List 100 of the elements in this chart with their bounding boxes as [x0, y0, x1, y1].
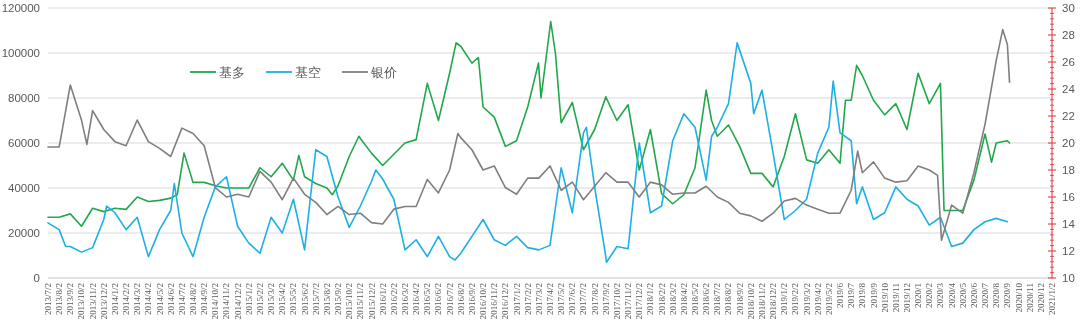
x-tick-label: 2014/2/2 — [121, 283, 132, 316]
x-tick-label: 2013/11/2 — [87, 283, 98, 320]
x-tick-label: 2017/10/2 — [611, 283, 622, 320]
x-tick-label: 2018/10/2 — [745, 283, 756, 320]
x-tick-label: 2017/12/2 — [634, 283, 645, 320]
x-tick-label: 2016/4/2 — [411, 283, 422, 316]
y-tick-label: 100000 — [1, 47, 40, 59]
y2-tick-label: 20 — [1062, 137, 1075, 149]
y2-tick-label: 28 — [1062, 29, 1075, 41]
x-tick-label: 2014/11/2 — [221, 283, 232, 320]
y-tick-label: 20000 — [8, 227, 40, 239]
y2-tick-label: 26 — [1062, 56, 1075, 68]
x-tick-label: 2020/5 — [957, 282, 968, 309]
x-tick-label: 2016/2/2 — [388, 283, 399, 316]
y2-tick-label: 14 — [1062, 218, 1076, 230]
x-tick-label: 2013/12/2 — [98, 283, 109, 320]
x-tick-label: 2018/12/2 — [768, 283, 779, 320]
x-tick-label: 2015/6/2 — [299, 283, 310, 316]
x-tick-label: 2020/4 — [946, 282, 957, 309]
x-tick-label: 2020/8 — [991, 282, 1002, 309]
x-tick-label: 2016/11/2 — [489, 283, 500, 320]
x-tick-label: 2016/10/2 — [478, 283, 489, 320]
legend-label: 基空 — [295, 65, 321, 80]
x-tick-label: 2017/6/2 — [567, 283, 578, 316]
x-tick-label: 2014/1/2 — [109, 283, 120, 316]
y2-tick-label: 30 — [1062, 2, 1075, 14]
x-tick-label: 2017/1/2 — [511, 283, 522, 316]
x-tick-label: 2017/8/2 — [589, 283, 600, 316]
x-tick-label: 2016/7/2 — [444, 283, 455, 316]
x-tick-label: 2019/10 — [879, 282, 890, 313]
x-tick-label: 2019/1/2 — [779, 283, 790, 316]
x-tick-label: 2019/9 — [868, 282, 879, 309]
x-tick-label: 2018/4/2 — [678, 283, 689, 316]
x-tick-label: 2019/12 — [901, 283, 912, 313]
x-tick-label: 2013/10/2 — [76, 283, 87, 320]
x-tick-label: 2015/8/2 — [321, 283, 332, 316]
x-tick-label: 2014/7/2 — [176, 283, 187, 316]
x-tick-label: 2020/6 — [968, 282, 979, 309]
x-tick-label: 2014/4/2 — [143, 283, 154, 316]
x-tick-label: 2019/11 — [890, 283, 901, 313]
y2-tick-label: 22 — [1062, 110, 1075, 122]
x-tick-label: 2014/5/2 — [154, 283, 165, 316]
y2-tick-label: 16 — [1062, 191, 1075, 203]
x-tick-label: 2015/2/2 — [254, 283, 265, 316]
x-tick-label: 2017/2/2 — [522, 283, 533, 316]
x-tick-label: 2018/5/2 — [690, 283, 701, 316]
y-tick-label: 40000 — [8, 182, 40, 194]
x-tick-label: 2014/10/2 — [210, 283, 221, 320]
x-tick-label: 2015/9/2 — [333, 283, 344, 316]
x-tick-label: 2015/11/2 — [355, 283, 366, 320]
x-tick-label: 2020/9 — [1002, 282, 1013, 309]
x-tick-label: 2017/7/2 — [578, 283, 589, 316]
x-tick-label: 2019/5/2 — [823, 283, 834, 316]
x-tick-label: 2018/8/2 — [723, 283, 734, 316]
x-tick-label: 2020/10 — [1013, 282, 1024, 313]
x-tick-label: 2017/9/2 — [600, 283, 611, 316]
y2-tick-label: 24 — [1062, 83, 1076, 95]
x-tick-label: 2013/7/2 — [43, 283, 53, 316]
legend-label: 银价 — [370, 65, 397, 80]
legend-label: 基多 — [219, 65, 245, 80]
x-tick-label: 2016/12/2 — [500, 283, 511, 320]
x-tick-label: 2016/5/2 — [422, 283, 433, 316]
y2-tick-label: 12 — [1062, 245, 1075, 257]
x-tick-label: 2017/3/2 — [533, 283, 544, 316]
x-tick-label: 2017/4/2 — [545, 283, 555, 316]
x-tick-label: 2020/12 — [1035, 283, 1046, 313]
x-tick-label: 2019/7 — [846, 282, 857, 309]
x-tick-label: 2018/6/2 — [701, 283, 712, 316]
x-tick-label: 2016/8/2 — [455, 283, 466, 316]
x-tick-label: 2014/6/2 — [165, 283, 176, 316]
x-tick-label: 2016/1/2 — [377, 283, 388, 316]
x-tick-label: 2019/6 — [835, 282, 846, 309]
x-tick-label: 2015/7/2 — [310, 283, 321, 316]
x-tick-label: 2018/1/2 — [645, 283, 656, 316]
y-tick-label: 80000 — [8, 92, 40, 104]
x-tick-label: 2019/2/2 — [790, 283, 801, 316]
x-tick-label: 2020/1 — [913, 283, 924, 309]
x-tick-label: 2018/7/2 — [712, 283, 723, 316]
x-tick-label: 2016/6/2 — [433, 283, 444, 316]
x-tick-label: 2019/3/2 — [801, 283, 812, 316]
x-tick-label: 2014/9/2 — [199, 283, 210, 316]
y-tick-label: 120000 — [1, 2, 40, 14]
x-tick-label: 2020/11 — [1024, 283, 1035, 313]
x-tick-label: 2017/5/2 — [556, 283, 567, 316]
x-tick-label: 2015/3/2 — [266, 283, 277, 316]
x-tick-label: 2013/8/2 — [54, 283, 65, 316]
x-tick-label: 2014/12/2 — [232, 283, 243, 320]
x-tick-label: 2019/4/2 — [812, 283, 823, 316]
x-tick-label: 2018/11/2 — [756, 283, 767, 320]
x-tick-label: 2020/3 — [935, 282, 946, 309]
x-tick-label: 2018/2/2 — [656, 283, 667, 316]
y2-tick-label: 18 — [1062, 164, 1075, 176]
x-tick-label: 2017/11/2 — [623, 283, 634, 320]
y-tick-label: 60000 — [8, 137, 40, 149]
x-tick-label: 2015/5/2 — [288, 283, 299, 316]
x-tick-label: 2018/9/2 — [734, 283, 745, 316]
x-tick-label: 2021/1/2 — [1047, 283, 1057, 316]
x-tick-label: 2019/8 — [857, 282, 868, 309]
x-tick-label: 2016/9/2 — [466, 283, 477, 316]
x-tick-label: 2013/9/2 — [65, 283, 76, 316]
